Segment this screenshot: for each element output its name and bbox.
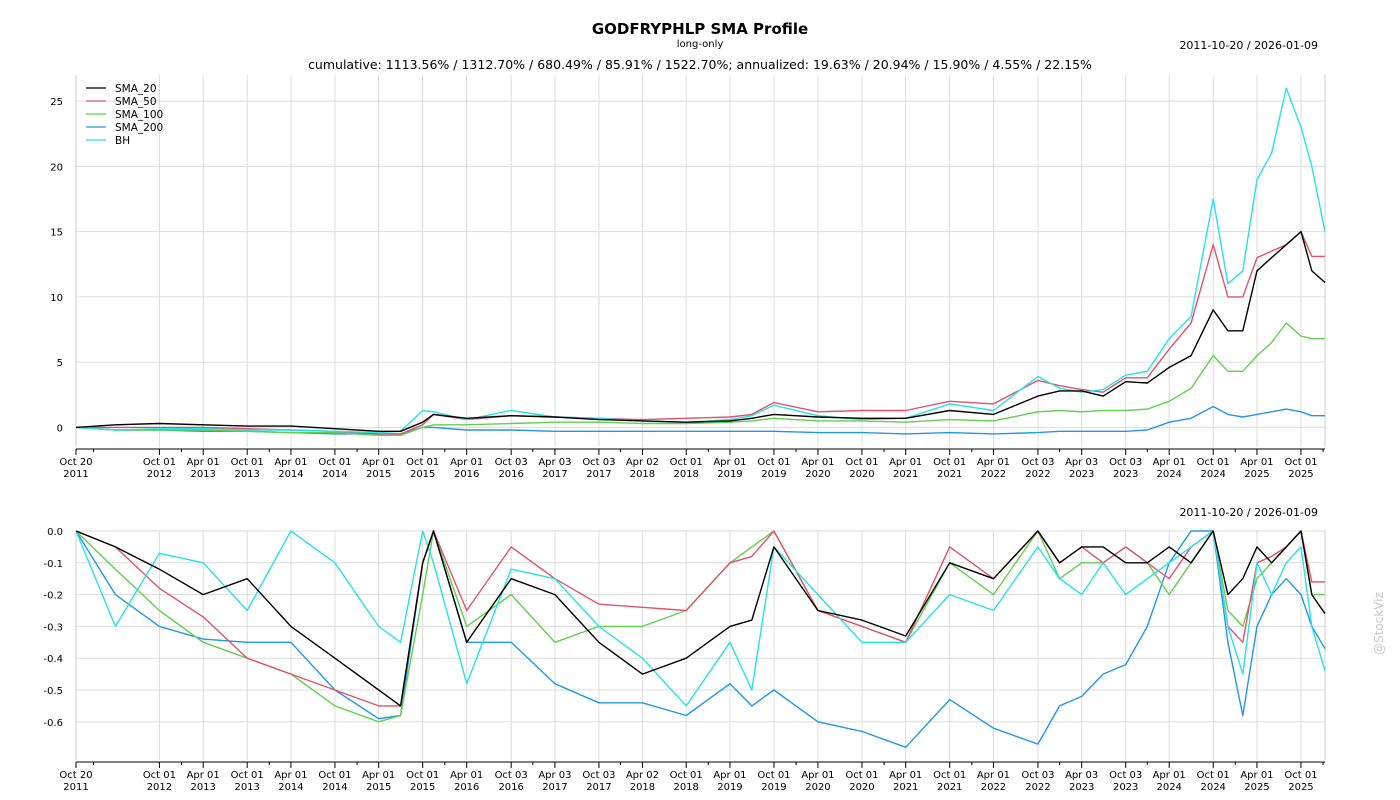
x-tick-label: Oct 20 2011 <box>59 770 92 793</box>
series-line-sma-100 <box>75 530 1325 723</box>
x-tick-label: Oct 01 2014 <box>318 770 351 793</box>
legend-label: SMA_20 <box>115 83 157 95</box>
x-tick-label: Oct 01 2013 <box>231 457 264 480</box>
x-tick-label: Apr 01 2013 <box>187 770 220 793</box>
x-tick-label: Oct 01 2015 <box>406 770 439 793</box>
performance-summary: cumulative: 1113.56% / 1312.70% / 680.49… <box>308 57 1092 72</box>
x-tick-label: Apr 01 2015 <box>362 770 395 793</box>
x-tick-label: Oct 03 2022 <box>1021 770 1054 793</box>
x-tick-label: Oct 03 2023 <box>1109 770 1142 793</box>
x-tick-label: Oct 01 2025 <box>1284 457 1317 480</box>
y-tick-label: -0.6 <box>43 718 63 729</box>
x-tick-label: Apr 02 2018 <box>626 770 659 793</box>
watermark: @StockViz <box>1372 592 1386 655</box>
legend-label: SMA_100 <box>115 109 163 121</box>
x-tick-label: Oct 03 2017 <box>582 770 615 793</box>
series-line-sma-50 <box>76 230 1325 435</box>
series-line-sma-100 <box>75 322 1325 436</box>
x-tick-label: Oct 01 2020 <box>845 770 878 793</box>
x-tick-label: Apr 03 2023 <box>1065 770 1098 793</box>
x-tick-label: Oct 01 2024 <box>1197 770 1230 793</box>
series-line-sma-50 <box>75 530 1325 707</box>
x-tick-label: Apr 03 2023 <box>1065 457 1098 480</box>
x-tick-label: Apr 01 2016 <box>450 457 483 480</box>
x-tick-label: Apr 01 2022 <box>977 457 1010 480</box>
x-tick-label: Apr 01 2024 <box>1153 457 1186 480</box>
x-tick-label: Oct 20 2011 <box>59 457 92 480</box>
x-tick-label: Oct 01 2025 <box>1284 770 1317 793</box>
y-tick-label: 15 <box>50 228 63 239</box>
series-line-sma-20 <box>75 530 1326 707</box>
x-tick-label: Oct 01 2018 <box>670 770 703 793</box>
y-tick-label: -0.4 <box>43 654 63 665</box>
x-tick-label: Apr 01 2020 <box>801 457 834 480</box>
x-tick-label: Oct 03 2023 <box>1109 457 1142 480</box>
y-tick-label: 5 <box>57 358 63 369</box>
x-tick-label: Oct 03 2017 <box>582 457 615 480</box>
x-tick-label: Apr 01 2025 <box>1240 457 1273 480</box>
x-tick-label: Oct 01 2021 <box>933 457 966 480</box>
x-tick-label: Apr 01 2020 <box>801 770 834 793</box>
legend-label: SMA_50 <box>115 96 157 108</box>
series-line-bh <box>75 530 1326 707</box>
x-tick-label: Oct 01 2015 <box>406 457 439 480</box>
x-tick-label: Apr 01 2024 <box>1153 770 1186 793</box>
x-tick-label: Oct 03 2016 <box>495 770 528 793</box>
x-tick-label: Apr 02 2018 <box>626 457 659 480</box>
y-tick-label: 0 <box>57 423 63 434</box>
x-tick-label: Oct 01 2013 <box>231 770 264 793</box>
x-tick-label: Oct 01 2020 <box>845 457 878 480</box>
top-date-range: 2011-10-20 / 2026-01-09 <box>1179 39 1318 52</box>
legend-label: BH <box>115 135 130 147</box>
x-tick-label: Apr 01 2019 <box>713 770 746 793</box>
x-tick-label: Apr 01 2015 <box>362 457 395 480</box>
x-tick-label: Apr 01 2014 <box>274 457 307 480</box>
x-tick-label: Apr 01 2021 <box>889 770 922 793</box>
bottom-date-range: 2011-10-20 / 2026-01-09 <box>1179 506 1318 519</box>
x-tick-label: Apr 01 2022 <box>977 770 1010 793</box>
y-tick-label: -0.5 <box>43 686 63 697</box>
x-tick-label: Oct 03 2016 <box>495 457 528 480</box>
x-tick-label: Apr 01 2021 <box>889 457 922 480</box>
y-tick-label: 0.0 <box>47 527 63 538</box>
x-tick-label: Oct 01 2021 <box>933 770 966 793</box>
y-tick-label: -0.2 <box>43 591 63 602</box>
y-tick-label: 25 <box>50 97 63 108</box>
y-tick-label: -0.3 <box>43 622 63 633</box>
x-tick-label: Apr 01 2013 <box>187 457 220 480</box>
y-tick-label: 20 <box>50 162 63 173</box>
chart-title: GODFRYPHLP SMA Profile <box>591 20 809 38</box>
series-line-bh <box>75 87 1326 434</box>
x-tick-label: Apr 01 2016 <box>450 770 483 793</box>
chart-subtitle: long-only <box>676 39 724 50</box>
x-tick-label: Oct 01 2012 <box>143 770 176 793</box>
legend-label: SMA_200 <box>115 122 163 134</box>
x-tick-label: Oct 01 2012 <box>143 457 176 480</box>
x-tick-label: Apr 03 2017 <box>538 457 571 480</box>
series-line-sma-200 <box>75 405 1325 435</box>
x-tick-label: Oct 01 2018 <box>670 457 703 480</box>
x-tick-label: Oct 03 2022 <box>1021 457 1054 480</box>
series-line-sma-20 <box>75 230 1326 432</box>
x-tick-label: Oct 01 2014 <box>318 457 351 480</box>
x-tick-label: Oct 01 2019 <box>757 770 790 793</box>
x-tick-label: Oct 01 2019 <box>757 457 790 480</box>
x-tick-label: Apr 03 2017 <box>538 770 571 793</box>
y-tick-label: 10 <box>50 293 63 304</box>
x-tick-label: Apr 01 2019 <box>713 457 746 480</box>
x-tick-label: Apr 01 2014 <box>274 770 307 793</box>
x-tick-label: Oct 01 2024 <box>1197 457 1230 480</box>
x-tick-label: Apr 01 2025 <box>1240 770 1273 793</box>
series-line-sma-200 <box>75 530 1326 748</box>
y-tick-label: -0.1 <box>43 559 63 570</box>
